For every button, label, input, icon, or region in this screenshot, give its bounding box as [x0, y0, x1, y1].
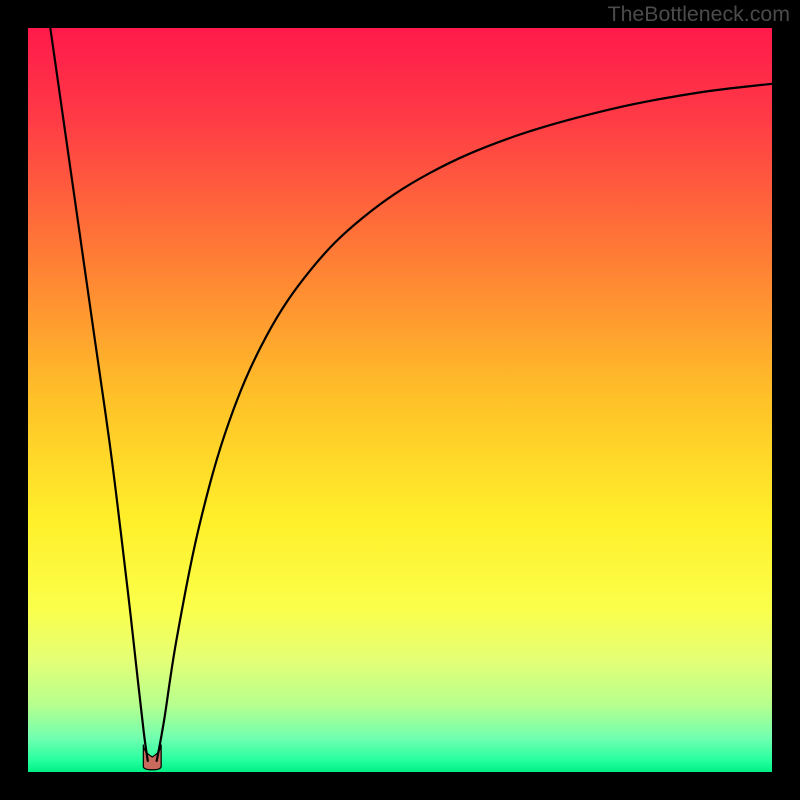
- curve-left-branch: [50, 28, 147, 761]
- plot-area: [28, 28, 772, 772]
- chart-frame: TheBottleneck.com: [0, 0, 800, 800]
- watermark-text: TheBottleneck.com: [608, 2, 790, 27]
- curve-right-branch: [157, 84, 772, 761]
- bottleneck-curve: [28, 28, 772, 772]
